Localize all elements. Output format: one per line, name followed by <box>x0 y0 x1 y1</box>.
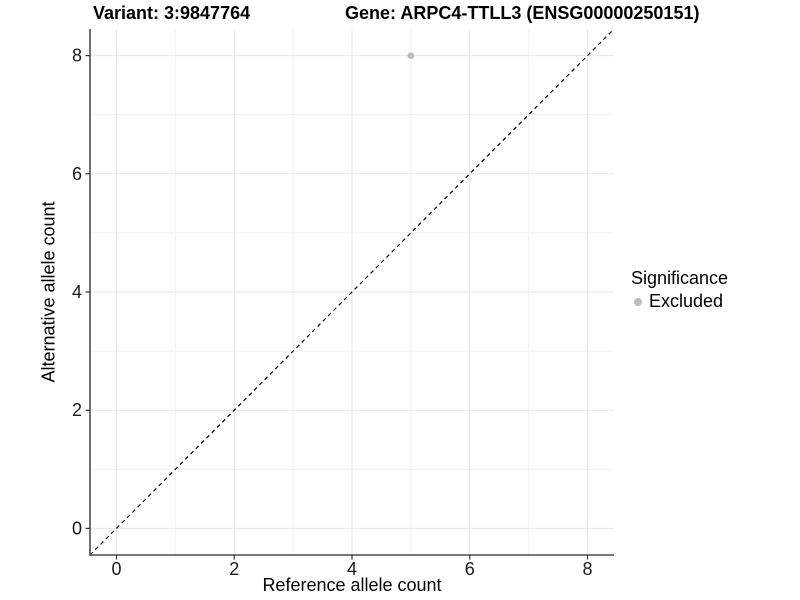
legend-title: Significance <box>631 268 729 288</box>
y-tick-label: 4 <box>72 282 82 302</box>
y-tick-label: 0 <box>72 518 82 538</box>
x-tick-label: 4 <box>347 559 357 579</box>
y-tick-label: 8 <box>72 46 82 66</box>
x-tick-label: 0 <box>111 559 121 579</box>
x-axis-label: Reference allele count <box>262 575 442 595</box>
x-tick-label: 2 <box>229 559 239 579</box>
y-tick-label: 6 <box>72 164 82 184</box>
identity-line <box>89 28 615 556</box>
x-tick-label: 8 <box>582 559 592 579</box>
data-point <box>407 52 415 59</box>
legend-item-label: Excluded <box>649 291 724 311</box>
x-tick-label: 6 <box>465 559 475 579</box>
y-axis-label: Alternative allele count <box>38 201 59 383</box>
variant-title: Variant: 3:9847764 <box>93 3 251 23</box>
legend: Significance Excluded <box>631 268 728 312</box>
legend-marker-icon <box>634 297 642 306</box>
y-tick-label: 2 <box>72 400 82 420</box>
legend-item-excluded: Excluded <box>631 291 728 312</box>
gene-title: Gene: ARPC4-TTLL3 (ENSG00000250151) <box>345 3 700 23</box>
